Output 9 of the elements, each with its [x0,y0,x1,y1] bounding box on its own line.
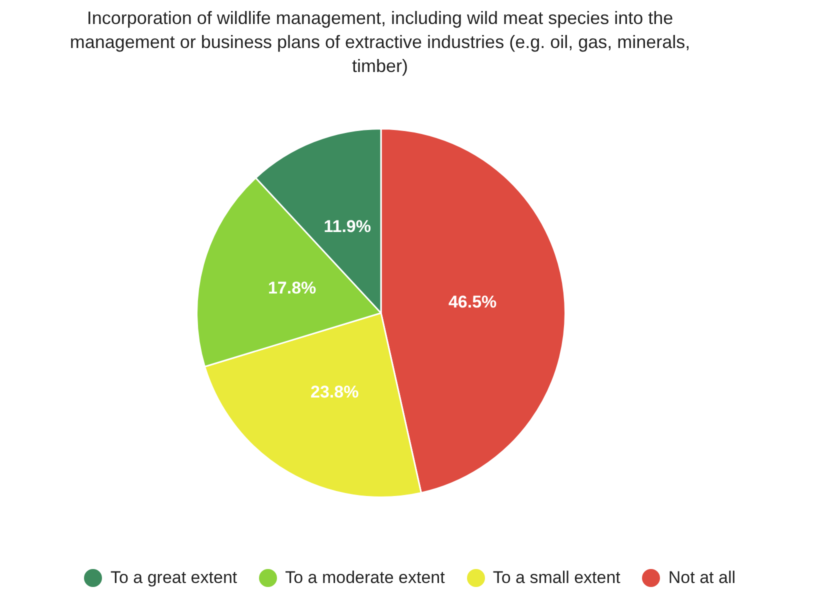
data-label: 17.8% [268,278,316,298]
legend-label: To a great extent [110,568,238,588]
legend-label: To a moderate extent [285,568,445,588]
chart-title: Incorporation of wildlife management, including wild meat species into the management or business plans of extractive industries (e.g. oil, gas, minerals, timber) [68,7,692,78]
data-label: 46.5% [448,292,497,312]
legend-label: To a small extent [492,568,620,588]
data-label: 11.9% [324,216,371,236]
legend-label: Not at all [668,568,736,588]
data-label: 23.8% [310,382,359,402]
